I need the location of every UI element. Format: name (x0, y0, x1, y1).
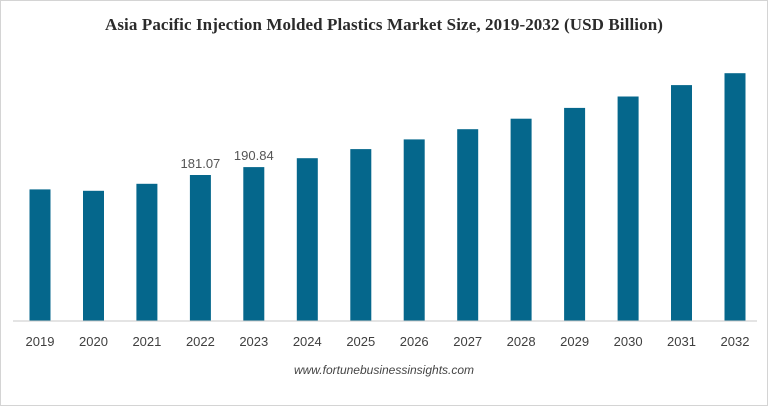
bar-2026 (403, 139, 425, 321)
bar-2021 (136, 183, 158, 321)
bar-2032 (724, 73, 746, 321)
bar-2024 (296, 158, 318, 321)
x-tick-label-2022: 2022 (186, 334, 215, 349)
x-tick-label-2019: 2019 (26, 334, 55, 349)
bar-2029 (564, 107, 586, 322)
x-tick-label-2030: 2030 (614, 334, 643, 349)
x-tick-label-2028: 2028 (507, 334, 536, 349)
x-tick-label-2029: 2029 (560, 334, 589, 349)
x-tick-label-2023: 2023 (239, 334, 268, 349)
source-credit: www.fortunebusinessinsights.com (293, 363, 475, 377)
bar-2023 (243, 167, 265, 321)
x-tick-label-2024: 2024 (293, 334, 322, 349)
x-tick-label-2032: 2032 (721, 334, 750, 349)
bar-2022 (189, 175, 211, 321)
x-tick-label-2027: 2027 (453, 334, 482, 349)
data-label-2023: 190.84 (234, 148, 274, 163)
data-label-2022: 181.07 (181, 156, 221, 171)
x-tick-label-2026: 2026 (400, 334, 429, 349)
chart-title: Asia Pacific Injection Molded Plastics M… (104, 15, 664, 34)
x-tick-label-2021: 2021 (132, 334, 161, 349)
bar-2031 (671, 85, 692, 321)
x-tick-label-2020: 2020 (79, 334, 108, 349)
bar-2028 (510, 118, 532, 321)
bar-2027 (457, 129, 479, 321)
bar-2030 (617, 96, 639, 321)
x-tick-label-2025: 2025 (346, 334, 375, 349)
bar-2025 (350, 149, 372, 321)
bar-2020 (83, 190, 104, 321)
bar-2019 (29, 189, 51, 321)
x-tick-label-2031: 2031 (667, 334, 696, 349)
